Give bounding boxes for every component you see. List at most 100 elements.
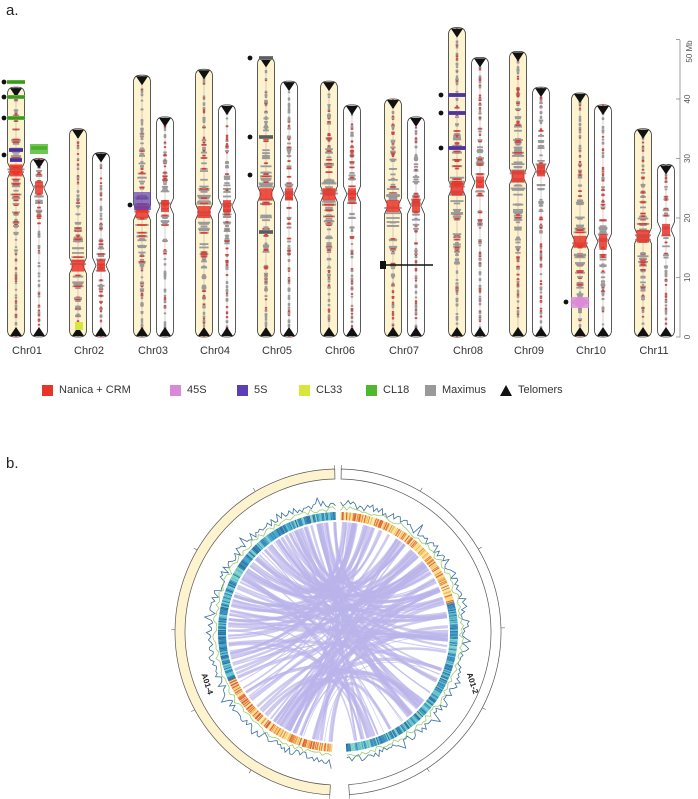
- maximus-signal: [202, 103, 206, 106]
- density-heat-warm: [253, 711, 260, 718]
- density-heat-warm: [302, 738, 306, 747]
- density-heat-warm: [268, 723, 274, 731]
- nanica-signal: [263, 201, 269, 204]
- maximus-signal: [287, 135, 291, 138]
- maximus-signal: [454, 132, 460, 135]
- nanica-signal: [415, 260, 417, 262]
- axis-tick-label: 0: [683, 334, 692, 339]
- density-heat-cool: [221, 658, 230, 662]
- maximus-signal: [225, 164, 229, 167]
- maximus-signal: [601, 129, 605, 132]
- maximus-signal: [163, 183, 167, 185]
- density-heat-cool: [225, 588, 234, 593]
- density-heat-warm: [384, 522, 389, 531]
- density-heat-warm: [234, 689, 243, 695]
- maximus-signal: [326, 151, 332, 154]
- nanica-signal: [516, 88, 520, 91]
- nanica-signal: [517, 293, 519, 296]
- density-heat-cool: [387, 731, 393, 740]
- density-heat-cool: [430, 694, 438, 701]
- maximus-signal: [478, 75, 482, 78]
- nanica-signal: [391, 296, 395, 298]
- density-heat-warm: [301, 738, 305, 747]
- nanica-signal: [392, 324, 394, 327]
- nanica-signal: [225, 254, 229, 256]
- maximus-signal: [14, 321, 18, 324]
- density-heat-cool: [227, 583, 236, 589]
- maximus-signal: [287, 125, 291, 128]
- nanica-signal: [100, 182, 102, 184]
- density-heat-warm: [250, 708, 258, 715]
- maximus-signal: [163, 300, 167, 303]
- nanica-signal: [477, 194, 483, 197]
- maximus-signal: [578, 118, 582, 121]
- nanica-signal: [226, 125, 228, 128]
- density-heat-cool: [434, 688, 442, 694]
- maximus-signal: [390, 196, 396, 199]
- maximus-signal: [139, 264, 145, 267]
- maximus-signal: [163, 129, 167, 131]
- nanica-signal: [287, 253, 291, 255]
- maximus-signal: [325, 186, 333, 189]
- density-heat-warm: [291, 735, 296, 743]
- maximus-signal: [578, 123, 582, 125]
- maximus-signal: [578, 325, 582, 328]
- maximus-signal: [455, 75, 459, 78]
- maximus-signal: [516, 292, 520, 294]
- chromosome-chr01: Chr01: [7, 86, 48, 357]
- maximus-signal: [138, 251, 146, 254]
- maximus-signal: [76, 308, 80, 311]
- nanica-signal: [326, 224, 332, 226]
- density-heat-warm: [306, 740, 310, 749]
- nanica-signal: [137, 224, 147, 226]
- density-heat-cool: [421, 706, 429, 713]
- nanica-signal: [327, 139, 331, 141]
- density-heat-warm: [433, 568, 441, 574]
- nanica-signal: [413, 196, 419, 199]
- maximus-signal: [391, 143, 395, 146]
- maximus-signal: [664, 164, 668, 166]
- nanica-signal: [13, 199, 19, 202]
- nanica-signal: [479, 262, 481, 264]
- chromosome-label: Chr06: [325, 345, 355, 357]
- maximus-signal: [414, 305, 418, 307]
- density-heat-warm: [431, 566, 440, 572]
- density-heat-cool: [441, 672, 450, 677]
- density-heat-cool: [420, 706, 428, 714]
- maximus-signal: [284, 183, 294, 186]
- maximus-signal: [514, 238, 522, 241]
- maximus-signal: [73, 283, 83, 286]
- density-heat-warm: [353, 513, 356, 522]
- maximus-signal: [350, 228, 354, 231]
- density-heat-warm: [274, 727, 280, 735]
- maximus-signal: [414, 153, 418, 156]
- nanica-signal: [288, 124, 290, 127]
- chromosome-chr10: Chr10: [571, 92, 612, 357]
- nanica-signal: [479, 96, 481, 99]
- maximus-signal: [350, 249, 354, 252]
- nanica-signal: [15, 278, 17, 280]
- maximus-signal: [139, 290, 145, 292]
- maximus-signal: [97, 247, 105, 250]
- axis-tick-label: 30: [683, 154, 692, 163]
- maximus-signal: [391, 305, 395, 308]
- density-heat-warm: [401, 533, 407, 541]
- density-heat-warm: [289, 734, 294, 743]
- maximus-signal: [262, 219, 270, 222]
- maximus-signal: [576, 293, 584, 296]
- maximus-signal: [578, 109, 582, 111]
- maximus-signal: [388, 168, 398, 170]
- maximus-signal: [264, 313, 268, 316]
- maximus-signal: [391, 304, 395, 307]
- maximus-signal: [140, 90, 144, 93]
- maximus-signal: [511, 189, 525, 191]
- maximus-signal: [163, 134, 167, 136]
- maximus-signal: [327, 316, 331, 318]
- maximus-signal: [577, 227, 583, 229]
- maximus-signal: [664, 185, 668, 188]
- gene-density-line: [340, 499, 472, 762]
- nanica-signal: [601, 247, 605, 249]
- maximus-signal: [259, 184, 273, 187]
- maximus-signal: [641, 157, 645, 160]
